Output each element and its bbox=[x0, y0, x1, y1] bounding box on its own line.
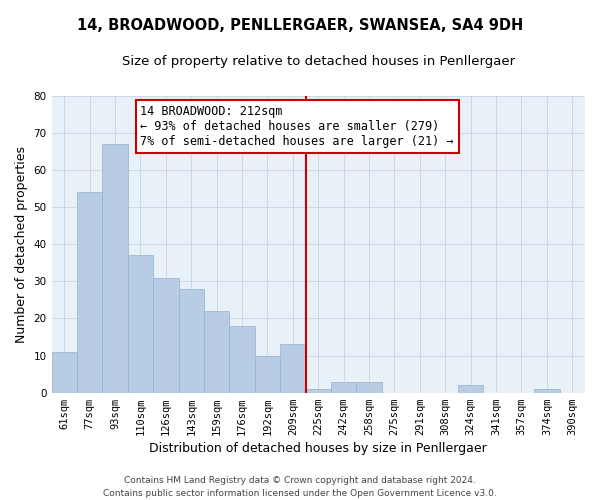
Text: 14, BROADWOOD, PENLLERGAER, SWANSEA, SA4 9DH: 14, BROADWOOD, PENLLERGAER, SWANSEA, SA4… bbox=[77, 18, 523, 32]
X-axis label: Distribution of detached houses by size in Penllergaer: Distribution of detached houses by size … bbox=[149, 442, 487, 455]
Bar bbox=[458, 386, 484, 392]
Bar bbox=[305, 389, 331, 392]
Text: Contains HM Land Registry data © Crown copyright and database right 2024.
Contai: Contains HM Land Registry data © Crown c… bbox=[103, 476, 497, 498]
Bar bbox=[77, 192, 103, 392]
Bar bbox=[331, 382, 356, 392]
Bar bbox=[356, 382, 382, 392]
Bar bbox=[229, 326, 255, 392]
Title: Size of property relative to detached houses in Penllergaer: Size of property relative to detached ho… bbox=[122, 55, 515, 68]
Bar bbox=[128, 256, 153, 392]
Bar bbox=[52, 352, 77, 393]
Bar bbox=[103, 144, 128, 392]
Bar bbox=[255, 356, 280, 393]
Y-axis label: Number of detached properties: Number of detached properties bbox=[15, 146, 28, 342]
Bar bbox=[179, 288, 204, 393]
Bar bbox=[280, 344, 305, 393]
Bar bbox=[153, 278, 179, 392]
Bar bbox=[534, 389, 560, 392]
Bar bbox=[204, 311, 229, 392]
Text: 14 BROADWOOD: 212sqm
← 93% of detached houses are smaller (279)
7% of semi-detac: 14 BROADWOOD: 212sqm ← 93% of detached h… bbox=[140, 105, 454, 148]
